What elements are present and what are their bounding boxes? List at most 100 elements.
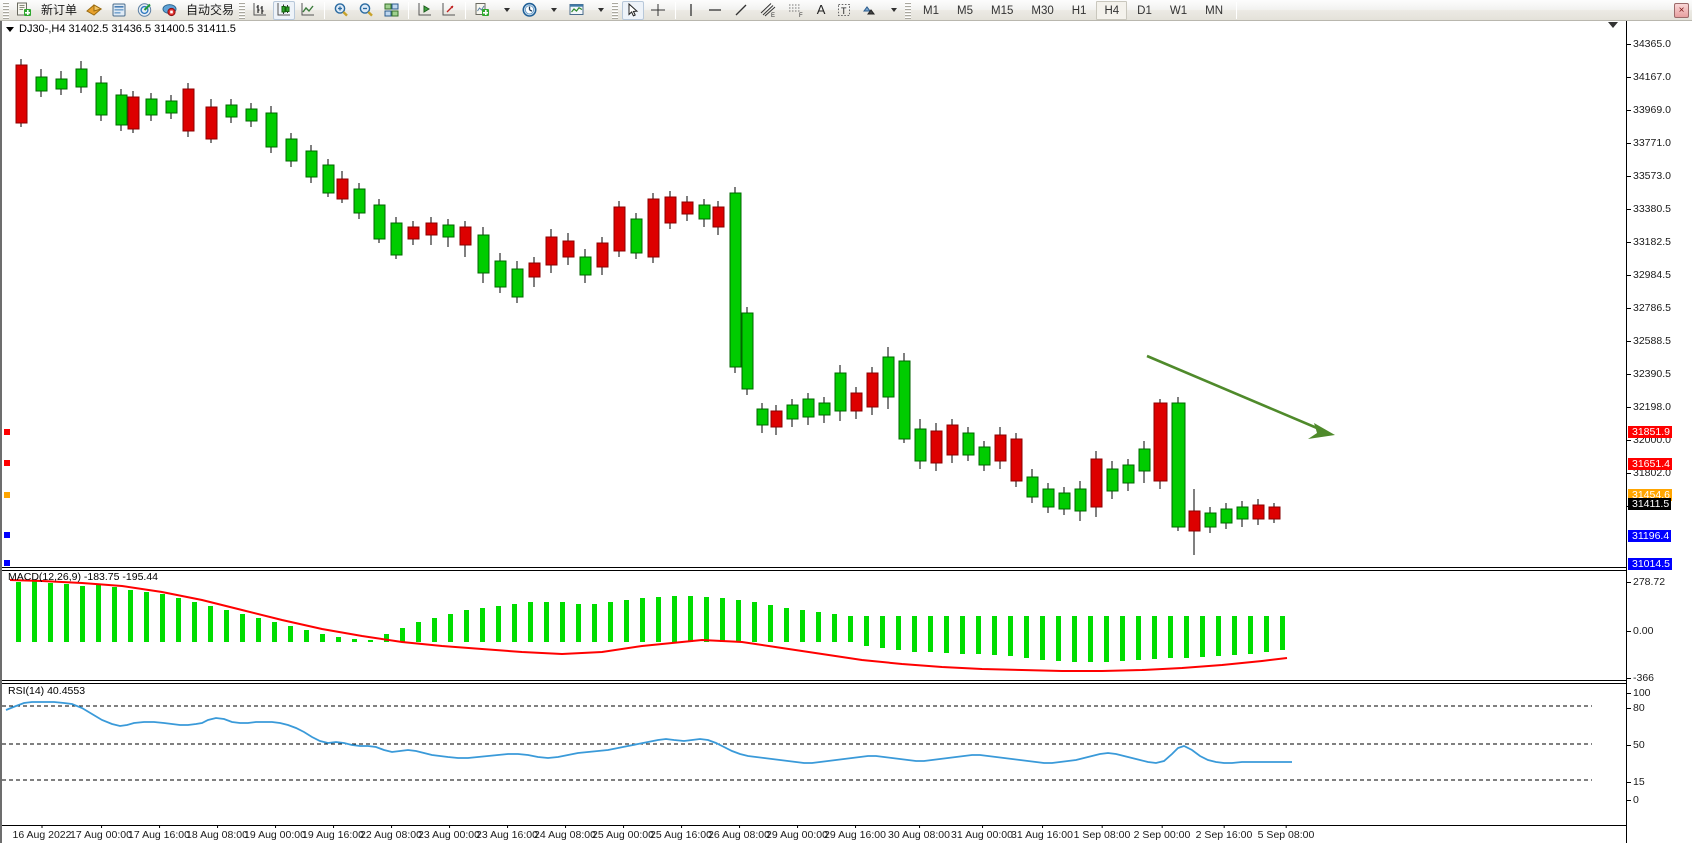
text-icon: A xyxy=(816,2,826,17)
new-order-label[interactable]: 新订单 xyxy=(41,2,78,17)
timeframe-mn[interactable]: MN xyxy=(1205,4,1223,17)
candlestick-chart-icon xyxy=(277,3,291,16)
crosshair-button[interactable] xyxy=(646,1,670,20)
new-order-icon xyxy=(17,2,31,16)
price-tick: 33969.0 xyxy=(1627,105,1671,116)
time-tick: 24 Aug 08:00 xyxy=(534,825,596,841)
macd-tick: 0.00 xyxy=(1627,626,1653,637)
timeframe-w1[interactable]: W1 xyxy=(1169,4,1188,17)
toolbar-grip-3[interactable] xyxy=(612,1,619,19)
templates-button[interactable] xyxy=(565,1,588,20)
candlestick-plot xyxy=(15,59,1335,555)
main-toolbar: 新订单 xyxy=(0,0,1692,21)
navigator-icon xyxy=(137,3,152,17)
auto-scroll-button[interactable] xyxy=(438,1,460,20)
vertical-line-button[interactable] xyxy=(681,1,701,20)
tile-windows-button[interactable] xyxy=(380,1,403,20)
bar-chart-button[interactable] xyxy=(249,1,271,20)
pane-separator-rsi-2 xyxy=(2,683,1626,684)
timeframe-h4[interactable]: H4 xyxy=(1096,0,1128,20)
toolbar-separator-4 xyxy=(675,1,677,19)
time-tick: 16 Aug 2022 xyxy=(12,825,72,841)
terminal-button[interactable] xyxy=(158,1,181,20)
toolbar-grip-2[interactable] xyxy=(239,1,246,19)
text-button[interactable]: A xyxy=(811,1,831,20)
market-watch-button[interactable] xyxy=(108,1,131,20)
pane-separator-rsi[interactable] xyxy=(2,680,1626,681)
candlestick-chart-button[interactable] xyxy=(273,0,296,20)
price-level-label-support-1[interactable]: 31196.4 xyxy=(1628,530,1672,542)
time-tick: 23 Aug 00:00 xyxy=(418,825,480,841)
shapes-dropdown[interactable] xyxy=(883,1,903,20)
zoom-in-icon xyxy=(334,3,348,17)
chevron-down-icon xyxy=(504,8,511,12)
rsi-indicator-label: RSI(14) 40.4553 xyxy=(8,685,86,697)
chevron-down-icon xyxy=(891,8,898,12)
equidistant-channel-icon: E xyxy=(760,3,776,18)
svg-text:F: F xyxy=(799,13,803,18)
tile-windows-icon xyxy=(384,3,399,17)
rsi-tick: 100 xyxy=(1627,688,1651,699)
shapes-button[interactable] xyxy=(857,1,881,20)
indicators-button[interactable] xyxy=(471,1,494,20)
fibonacci-button[interactable]: F xyxy=(783,1,809,20)
close-button[interactable]: × xyxy=(1674,2,1689,18)
timeframe-m15[interactable]: M15 xyxy=(991,4,1014,17)
zoom-out-icon xyxy=(359,3,373,17)
chart-menu-caret-icon[interactable] xyxy=(1608,22,1618,28)
period-button[interactable] xyxy=(518,1,541,20)
timeframe-d1[interactable]: D1 xyxy=(1137,4,1152,17)
expert-advisors-button[interactable] xyxy=(82,1,106,20)
indicators-dropdown[interactable] xyxy=(496,1,516,20)
current-price-label: 31411.5 xyxy=(1628,498,1672,510)
time-tick: 30 Aug 08:00 xyxy=(888,825,950,841)
cursor-button[interactable] xyxy=(622,0,645,20)
price-level-label-resistance-1[interactable]: 31851.9 xyxy=(1628,426,1672,438)
time-tick: 25 Aug 00:00 xyxy=(592,825,654,841)
cursor-icon xyxy=(628,2,639,17)
pane-separator-macd[interactable] xyxy=(2,567,1626,568)
equidistant-channel-button[interactable]: E xyxy=(755,1,781,20)
zoom-out-button[interactable] xyxy=(355,1,378,20)
symbol-ohlc-text: DJ30-,H4 31402.5 31436.5 31400.5 31411.5 xyxy=(19,23,236,35)
svg-text:T: T xyxy=(841,6,847,16)
timeframe-m30[interactable]: M30 xyxy=(1031,4,1054,17)
auto-scroll-icon xyxy=(442,3,456,16)
price-tick: 32198.0 xyxy=(1627,402,1671,413)
rsi-plot xyxy=(2,701,1592,781)
line-chart-button[interactable] xyxy=(297,1,319,20)
zoom-in-button[interactable] xyxy=(330,1,353,20)
price-level-label-resistance-2[interactable]: 31651.4 xyxy=(1628,458,1672,470)
toolbar-grip-4[interactable] xyxy=(905,1,912,19)
auto-trading-label[interactable]: 自动交易 xyxy=(186,2,235,17)
price-level-label-support-2[interactable]: 31014.5 xyxy=(1628,558,1672,570)
price-tick: 34167.0 xyxy=(1627,72,1671,83)
line-chart-icon xyxy=(301,3,315,16)
price-tick: 33380.5 xyxy=(1627,204,1671,215)
templates-dropdown[interactable] xyxy=(590,1,610,20)
navigator-button[interactable] xyxy=(133,1,156,20)
price-tick: 33573.0 xyxy=(1627,171,1671,182)
price-scale[interactable]: 34365.0 34167.0 33969.0 33771.0 33573.0 … xyxy=(1626,21,1692,843)
trendline-button[interactable] xyxy=(729,1,753,20)
timeframe-m5[interactable]: M5 xyxy=(957,4,973,17)
vertical-line-icon xyxy=(690,4,692,16)
trendline-icon xyxy=(735,4,747,16)
text-label-button[interactable]: T xyxy=(833,1,855,20)
new-order-button[interactable] xyxy=(13,1,36,20)
timeframe-h1[interactable]: H1 xyxy=(1071,4,1087,17)
period-icon xyxy=(522,2,537,17)
chart-shift-button[interactable] xyxy=(414,1,436,20)
chevron-down-icon[interactable] xyxy=(6,26,14,32)
chart-area[interactable]: DJ30-,H4 31402.5 31436.5 31400.5 31411.5 xyxy=(0,21,1692,843)
toolbar-separator-2 xyxy=(408,1,410,19)
time-tick: 17 Aug 16:00 xyxy=(128,825,190,841)
chart-shift-icon xyxy=(418,3,432,16)
horizontal-line-button[interactable] xyxy=(703,1,727,20)
period-dropdown[interactable] xyxy=(543,1,563,20)
timeframe-m1[interactable]: M1 xyxy=(923,4,940,17)
toolbar-grip-1[interactable] xyxy=(3,1,9,19)
price-tick: 33182.5 xyxy=(1627,237,1671,248)
macd-plot xyxy=(9,579,1288,672)
time-scale[interactable]: 16 Aug 2022 17 Aug 00:00 17 Aug 16:00 18… xyxy=(2,825,1626,843)
